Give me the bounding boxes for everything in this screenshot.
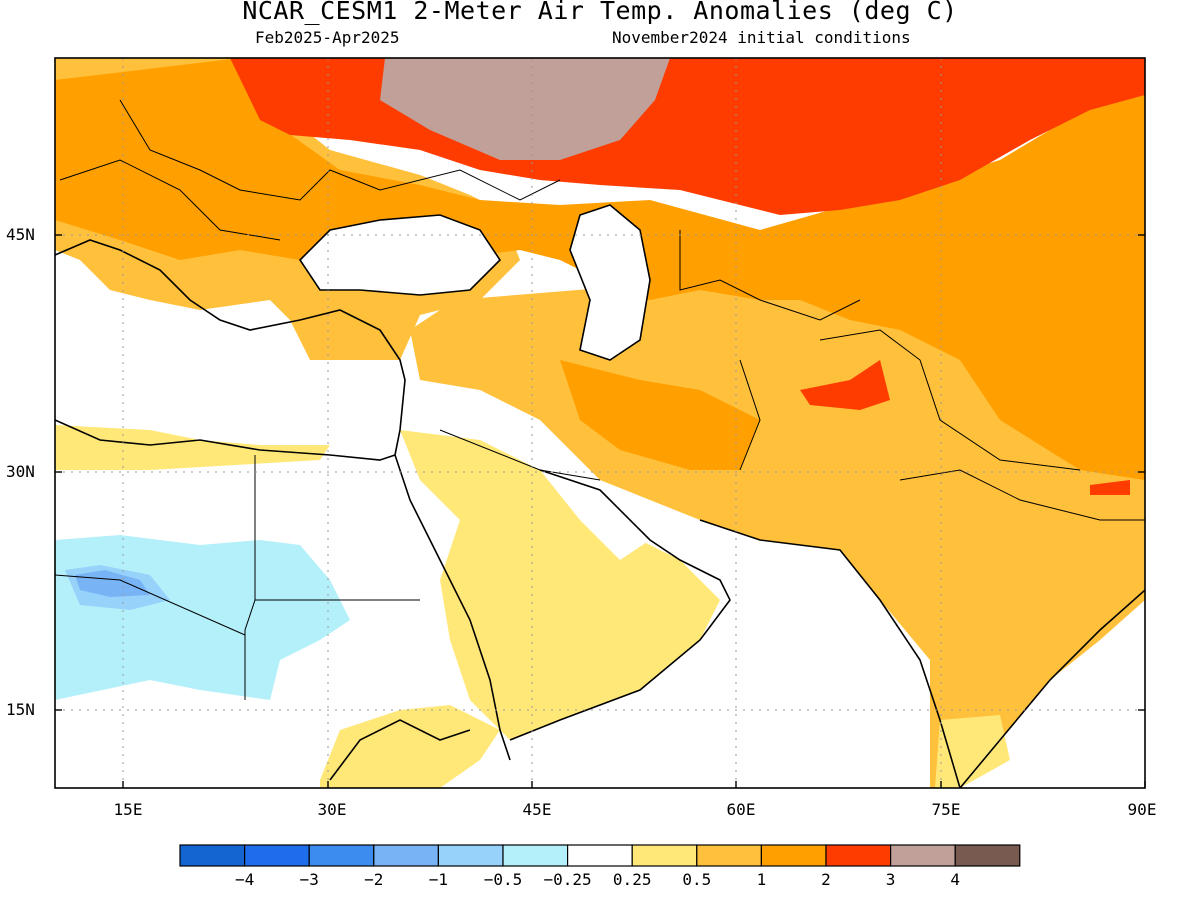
anomaly-region-3to4-tibet: [1090, 480, 1130, 495]
legend-tick-label: −4: [234, 870, 255, 889]
lon-label-15e: 15E: [113, 800, 143, 819]
legend-swatch: [437, 844, 504, 867]
lat-label-45n: 45N: [6, 225, 35, 244]
anomaly-region-2to3-iran: [560, 360, 760, 470]
lon-label-90e: 90E: [1127, 800, 1157, 819]
legend-swatch: [631, 844, 698, 867]
axis-ticks: [55, 234, 1146, 788]
anomaly-region-05to1-arabia: [400, 430, 720, 740]
lon-label-45e: 45E: [522, 800, 552, 819]
legend-tick-label: 0.5: [682, 870, 712, 889]
map-title: NCAR_CESM1 2-Meter Air Temp. Anomalies (…: [242, 0, 958, 25]
legend-swatch: [825, 844, 892, 867]
legend-swatch: [502, 844, 569, 867]
legend-swatch: [760, 844, 827, 867]
legend-tick-label: 4: [950, 870, 961, 889]
grid-lines: [55, 58, 1145, 788]
legend-swatch: [954, 844, 1021, 867]
country-borders: [55, 99, 1145, 700]
anomaly-region-05to1-africa: [320, 705, 500, 788]
legend-tick-label: −0.25: [543, 870, 592, 889]
lat-label-30n: 30N: [6, 462, 35, 481]
lon-label-60e: 60E: [726, 800, 756, 819]
forecast-period: Feb2025-Apr2025: [255, 28, 400, 47]
legend-tick-label: 0.25: [612, 870, 652, 889]
legend-tick-label: 3: [885, 870, 896, 889]
legend-swatch: [244, 844, 310, 867]
anomaly-region-neg1to2: [75, 570, 150, 597]
legend-tick-label: 2: [821, 870, 831, 889]
legend-tick-label: −2: [364, 870, 384, 889]
legend-swatch: [566, 844, 633, 867]
legend-swatch: [373, 844, 439, 867]
persian-gulf: [540, 470, 650, 560]
lon-label-30e: 30E: [317, 800, 347, 819]
black-sea: [300, 215, 500, 295]
coastlines: [55, 204, 1145, 788]
anomaly-region-05to1-india: [935, 715, 1010, 788]
lon-label-75e: 75E: [931, 800, 961, 819]
anomaly-region-4plus: [380, 58, 670, 160]
anomaly-region-05to1-libya: [55, 425, 330, 470]
map-frame: [54, 57, 1146, 789]
legend-swatch: [696, 844, 762, 867]
legend-swatch: [179, 844, 246, 867]
legend-swatch: [889, 844, 956, 867]
legend-tick-label: −1: [428, 870, 449, 889]
legend-tick-label: −0.5: [483, 870, 523, 889]
anomaly-region-3to4-afghanistan: [800, 360, 890, 410]
legend-swatch: [308, 844, 375, 867]
caspian-sea: [570, 205, 650, 360]
legend-tick-label: 1: [756, 870, 767, 889]
lat-label-15n: 15N: [6, 700, 35, 719]
legend-tick-label: −3: [299, 870, 319, 889]
initial-conditions: November2024 initial conditions: [612, 28, 911, 47]
